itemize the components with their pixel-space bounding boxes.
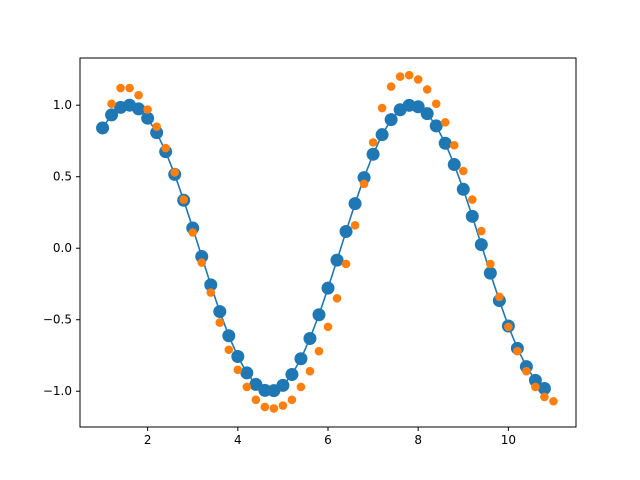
series-1-point xyxy=(440,118,450,127)
series-0-point xyxy=(465,209,479,223)
series-1-point xyxy=(377,103,387,113)
series-1-point xyxy=(107,99,116,109)
x-tick-label: 2 xyxy=(144,433,152,447)
series-1-point xyxy=(341,259,351,269)
series-0-point xyxy=(339,224,353,238)
series-1-point xyxy=(269,404,279,413)
y-tick-label: −0.5 xyxy=(43,313,72,327)
series-1-point xyxy=(422,85,432,94)
series-1-point xyxy=(179,195,189,204)
series-1-point xyxy=(278,401,288,410)
series-0-point xyxy=(429,119,443,133)
series-0-point xyxy=(366,147,380,161)
plot-series xyxy=(96,70,558,413)
series-1-point xyxy=(197,258,207,267)
series-1-point xyxy=(314,346,324,356)
series-0-point xyxy=(420,107,434,121)
series-0-point xyxy=(528,373,542,387)
y-tick-label: −1.0 xyxy=(43,384,72,398)
series-0-point xyxy=(285,368,299,382)
series-0-point xyxy=(222,329,236,343)
series-1-point xyxy=(495,292,504,302)
series-0-point xyxy=(474,238,488,252)
series-1-point xyxy=(233,365,243,375)
series-0-point xyxy=(213,305,227,319)
series-1-point xyxy=(161,143,170,153)
series-1-point xyxy=(486,259,495,269)
series-0-point xyxy=(384,113,398,127)
series-1-point xyxy=(504,322,513,332)
series-1-point xyxy=(206,288,216,297)
series-1-point xyxy=(251,395,261,405)
series-1-point xyxy=(531,382,540,392)
series-1-point xyxy=(296,382,306,392)
series-1 xyxy=(107,70,558,413)
series-1-point xyxy=(368,138,378,147)
x-tick-label: 10 xyxy=(501,433,516,447)
series-1-point xyxy=(242,382,252,392)
y-tick-label: 0.5 xyxy=(53,170,72,184)
series-1-point xyxy=(188,228,198,237)
series-1-point xyxy=(215,318,225,327)
series-1-point xyxy=(513,346,522,356)
series-0-point xyxy=(294,352,308,366)
series-1-point xyxy=(224,345,234,355)
series-0-point xyxy=(321,281,335,295)
series-1-point xyxy=(116,83,125,93)
series-0-point xyxy=(276,378,290,392)
series-0-point xyxy=(411,100,425,114)
series-1-point xyxy=(350,221,360,230)
x-axis: 2 4 6 8 10 xyxy=(144,427,516,447)
series-0-point xyxy=(96,121,110,135)
series-1-point xyxy=(431,99,441,109)
series-1-point xyxy=(413,75,423,84)
series-1-point xyxy=(467,195,477,204)
series-0-point xyxy=(240,366,254,380)
series-0-point xyxy=(330,253,344,267)
series-0-point xyxy=(483,266,497,280)
series-1-point xyxy=(152,122,161,131)
series-1-point xyxy=(125,83,134,93)
x-tick-label: 8 xyxy=(414,433,422,447)
series-1-point xyxy=(305,366,315,376)
x-tick-label: 4 xyxy=(234,433,242,447)
series-0-point xyxy=(132,102,146,116)
series-0-point xyxy=(537,382,551,396)
series-0-point xyxy=(303,331,317,345)
series-0-point xyxy=(447,158,461,172)
series-0-point xyxy=(204,278,218,292)
series-0-point xyxy=(438,136,452,150)
series-1-point xyxy=(359,179,369,189)
series-1-point xyxy=(143,105,152,114)
series-1-point xyxy=(395,72,405,81)
series-1-point xyxy=(404,70,414,80)
series-0-point xyxy=(105,108,119,122)
y-tick-label: 1.0 xyxy=(53,98,72,112)
series-0-point xyxy=(231,349,245,363)
series-1-point xyxy=(477,226,486,236)
series-1-point xyxy=(170,168,179,177)
series-1-point xyxy=(549,396,558,406)
y-axis: −1.0 −0.5 0.0 0.5 1.0 xyxy=(43,98,80,398)
series-1-point xyxy=(540,392,549,402)
series-1-point xyxy=(323,322,333,332)
series-1-point xyxy=(449,140,459,150)
y-tick-label: 0.0 xyxy=(53,241,72,255)
series-1-point xyxy=(458,166,468,176)
series-1-point xyxy=(386,82,396,91)
series-1-point xyxy=(522,366,531,376)
series-0-point xyxy=(312,308,326,322)
series-0-point xyxy=(357,171,371,185)
series-1-point xyxy=(332,293,342,303)
series-1-point xyxy=(134,90,143,100)
series-1-point xyxy=(287,395,297,405)
series-0-point xyxy=(348,197,362,211)
series-0-point xyxy=(456,182,470,196)
series-0-point xyxy=(375,128,389,142)
series-1-point xyxy=(260,402,270,412)
x-tick-label: 6 xyxy=(324,433,332,447)
series-0-point xyxy=(141,111,155,125)
